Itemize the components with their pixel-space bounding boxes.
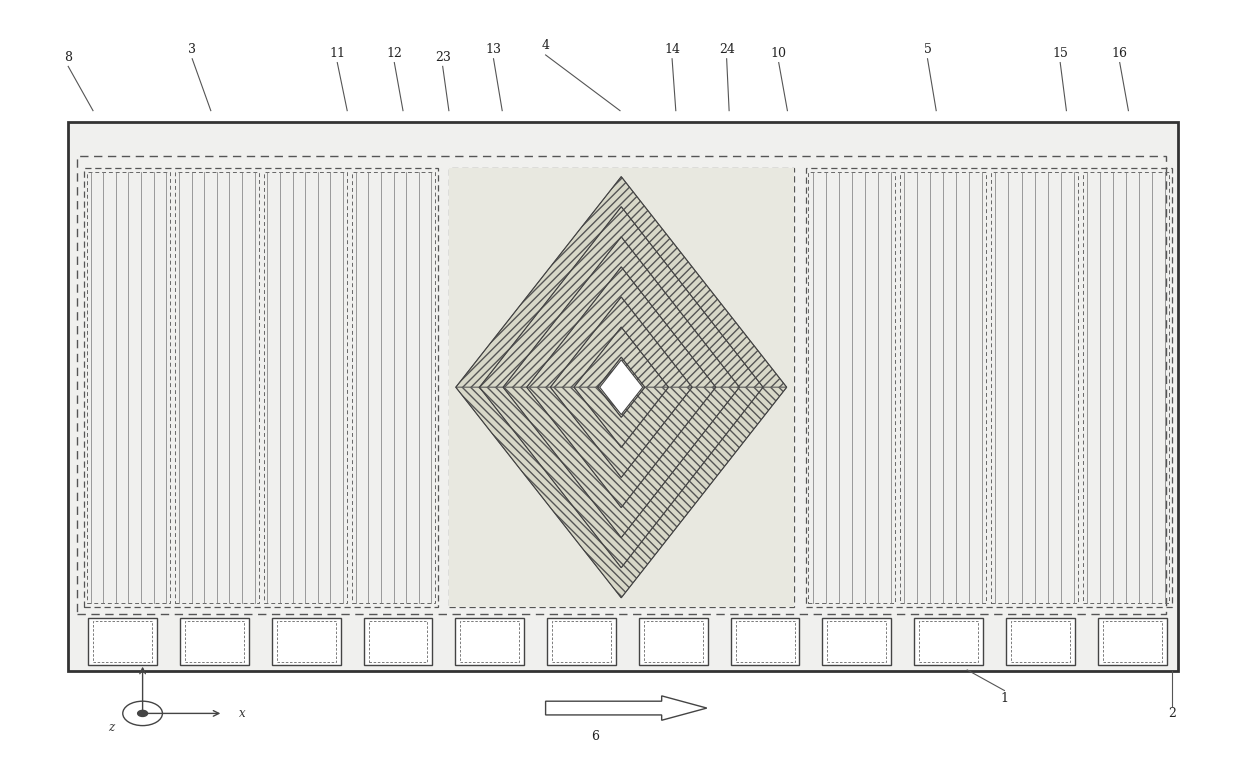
Text: 10: 10 [771, 47, 786, 60]
Bar [639, 618, 708, 665]
Bar [449, 168, 794, 607]
Text: 24: 24 [719, 43, 734, 56]
Circle shape [123, 701, 162, 726]
Bar [272, 618, 341, 665]
Bar [277, 621, 336, 662]
Bar [1097, 618, 1167, 665]
Text: 11: 11 [330, 47, 345, 60]
Polygon shape [503, 237, 739, 388]
Bar [735, 621, 795, 662]
Polygon shape [527, 267, 715, 388]
Polygon shape [546, 696, 707, 720]
Text: 13: 13 [486, 43, 501, 56]
Polygon shape [480, 388, 763, 568]
Text: y: y [133, 643, 140, 657]
Polygon shape [456, 177, 786, 388]
Bar [368, 621, 428, 662]
Bar [827, 621, 887, 662]
Bar [644, 621, 703, 662]
Text: z: z [108, 720, 115, 734]
Polygon shape [480, 207, 763, 388]
Bar [449, 168, 794, 607]
Bar [93, 621, 153, 662]
Bar [808, 172, 895, 603]
Bar [84, 168, 438, 607]
Text: 14: 14 [665, 43, 680, 56]
Bar [900, 172, 987, 603]
Text: 8: 8 [64, 50, 72, 64]
Text: 16: 16 [1112, 47, 1127, 60]
Bar [185, 621, 244, 662]
Bar [87, 172, 170, 603]
Bar [914, 618, 983, 665]
Text: 5: 5 [924, 43, 931, 56]
Bar [352, 172, 435, 603]
Polygon shape [574, 388, 668, 447]
Bar [552, 621, 611, 662]
Text: 6: 6 [591, 729, 599, 743]
Polygon shape [600, 360, 642, 414]
Text: x: x [238, 707, 246, 720]
Bar [460, 621, 520, 662]
Bar [77, 156, 1166, 614]
Polygon shape [551, 388, 692, 478]
Bar [992, 172, 1078, 603]
Bar [806, 168, 1172, 607]
Circle shape [138, 710, 148, 716]
Bar [88, 618, 157, 665]
Bar [455, 618, 525, 665]
Text: 3: 3 [188, 43, 196, 56]
Polygon shape [456, 388, 786, 598]
Text: 2: 2 [1168, 707, 1176, 720]
Polygon shape [598, 388, 645, 417]
Text: 4: 4 [542, 39, 549, 53]
Polygon shape [574, 327, 668, 388]
Bar [68, 122, 1178, 671]
Bar [1083, 172, 1169, 603]
Bar [363, 618, 433, 665]
Bar [547, 618, 616, 665]
Text: 12: 12 [387, 47, 402, 60]
Bar [822, 618, 892, 665]
Text: 1: 1 [1001, 691, 1008, 705]
Bar [263, 172, 347, 603]
Bar [1011, 621, 1070, 662]
Polygon shape [503, 388, 739, 538]
Bar [1102, 621, 1162, 662]
Bar [175, 172, 258, 603]
Polygon shape [551, 297, 692, 388]
Bar [1006, 618, 1075, 665]
Bar [919, 621, 978, 662]
Text: 23: 23 [435, 50, 450, 64]
Polygon shape [527, 388, 715, 507]
Bar [730, 618, 800, 665]
Bar [180, 618, 249, 665]
Polygon shape [598, 357, 645, 388]
Text: 15: 15 [1053, 47, 1068, 60]
